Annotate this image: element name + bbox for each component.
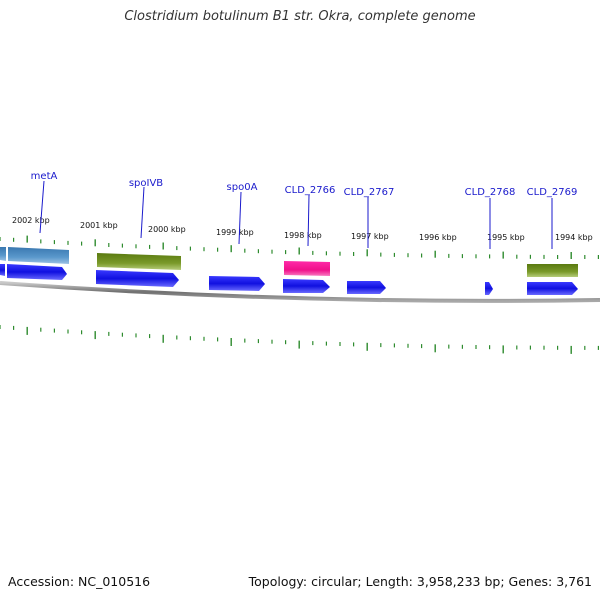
feature-block[interactable]	[97, 253, 181, 270]
kbp-label: 1999 kbp	[216, 228, 254, 237]
lower-tick-track	[0, 325, 600, 354]
gene-labels: metA spoIVB spo0A CLD_2766 CLD_2767 CLD_…	[31, 171, 578, 198]
gene-label-cld-2769[interactable]: CLD_2769	[527, 187, 578, 198]
feature-block[interactable]	[0, 247, 6, 261]
gene-label-spoivb[interactable]: spoIVB	[129, 178, 163, 189]
kbp-label: 2002 kbp	[12, 216, 50, 225]
kbp-scale: 2002 kbp 2001 kbp 2000 kbp 1999 kbp 1998…	[12, 216, 593, 242]
upper-tick-track	[0, 235, 600, 259]
genome-backbone	[0, 281, 600, 303]
kbp-label: 2000 kbp	[148, 225, 186, 234]
gene-label-meta[interactable]: metA	[31, 171, 58, 182]
cds-arrow[interactable]	[7, 264, 67, 280]
gene-label-cld-2768[interactable]: CLD_2768	[465, 187, 516, 198]
gene-label-cld-2766[interactable]: CLD_2766	[285, 185, 336, 196]
cds-arrow[interactable]	[96, 270, 179, 287]
kbp-label: 1998 kbp	[284, 231, 322, 240]
cds-arrow[interactable]	[209, 276, 265, 291]
genome-title: Clostridium botulinum B1 str. Okra, comp…	[124, 9, 476, 24]
gene-label-lines	[39, 180, 553, 249]
kbp-label: 1994 kbp	[555, 233, 593, 242]
kbp-label: 1996 kbp	[419, 233, 457, 242]
cds-arrow[interactable]	[485, 282, 493, 295]
gene-label-spo0a[interactable]: spo0A	[227, 182, 258, 193]
kbp-label: 1995 kbp	[487, 233, 525, 242]
accession-text: Accession: NC_010516	[8, 574, 151, 589]
genome-summary-text: Topology: circular; Length: 3,958,233 bp…	[248, 574, 592, 589]
cds-arrow[interactable]	[347, 281, 386, 294]
cds-arrow[interactable]	[283, 279, 330, 293]
kbp-label: 2001 kbp	[80, 221, 118, 230]
feature-block[interactable]	[527, 264, 578, 277]
feature-track	[0, 247, 578, 277]
kbp-label: 1997 kbp	[351, 232, 389, 241]
gene-label-cld-2767[interactable]: CLD_2767	[344, 187, 395, 198]
cds-arrow[interactable]	[0, 264, 5, 276]
feature-block[interactable]	[284, 261, 330, 276]
cds-arrow[interactable]	[527, 282, 578, 295]
feature-block[interactable]	[8, 247, 69, 264]
cds-track	[0, 264, 578, 295]
